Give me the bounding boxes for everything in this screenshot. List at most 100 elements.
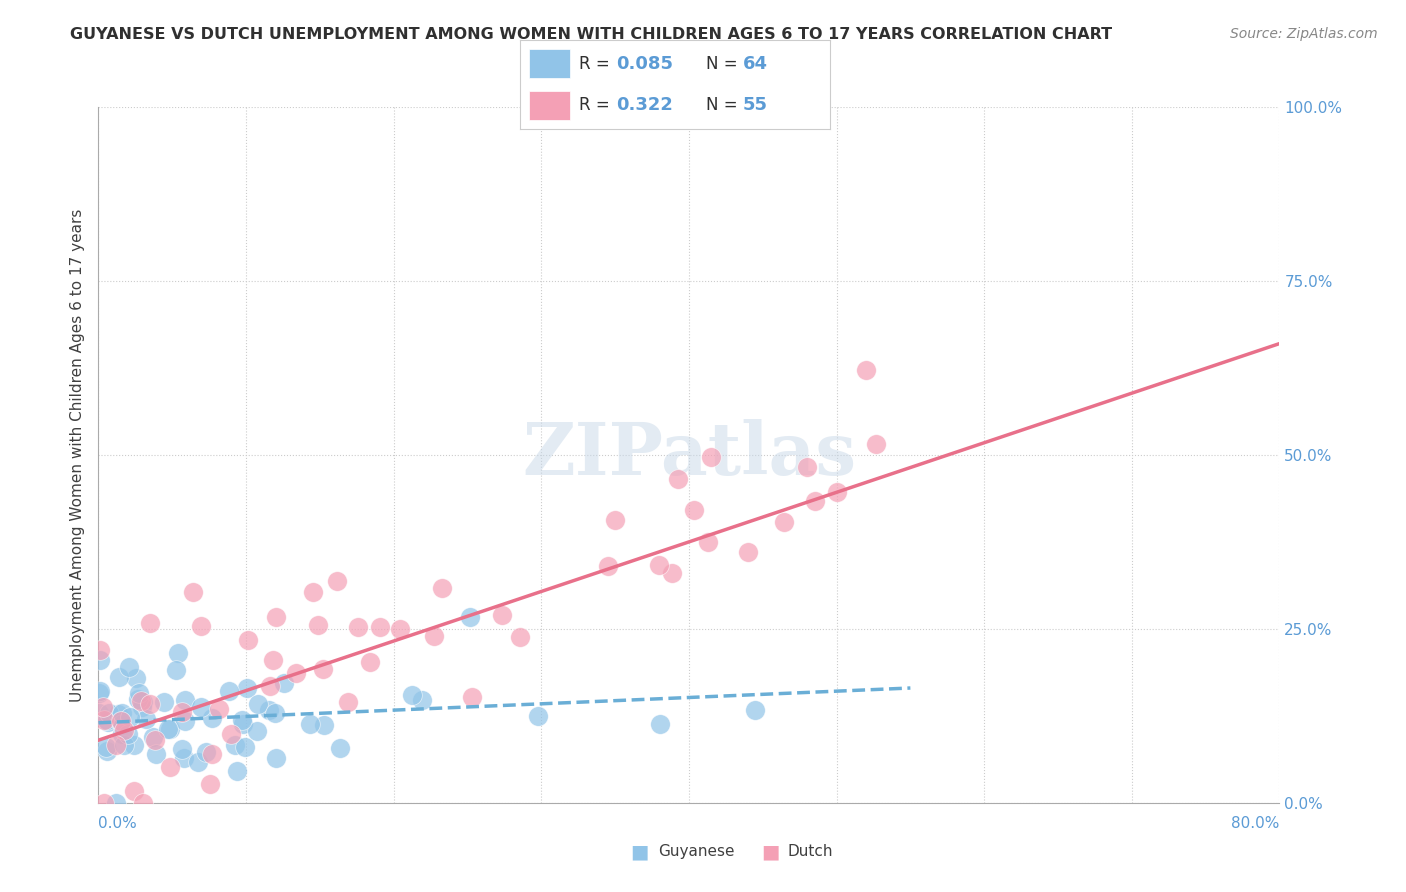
Point [167,646,190,660]
Point [110,714,132,729]
Point [172,705,194,719]
Point [105,796,128,810]
Point [105,739,128,753]
Point [700,450,723,464]
Point [804,493,827,508]
Point [111,716,134,731]
Point [89,706,111,720]
Point [461,690,484,704]
Point [132,796,155,810]
Point [264,609,287,624]
Point [139,616,162,631]
Point [110,714,132,728]
Point [337,695,360,709]
Point [855,363,877,377]
Point [359,655,381,669]
Point [491,607,513,622]
Point [648,716,671,731]
Point [423,629,446,643]
Text: ■: ■ [630,842,650,862]
Point [307,618,329,632]
Text: 0.322: 0.322 [616,96,673,114]
Text: 55: 55 [742,96,768,114]
Point [127,691,149,706]
Point [107,670,129,684]
Point [97,714,120,729]
Text: 80.0%: 80.0% [1232,816,1279,831]
Point [132,695,155,709]
Point [236,633,259,648]
Point [326,574,349,589]
Point [198,777,221,791]
Point [190,619,212,633]
Text: 0.0%: 0.0% [98,816,138,831]
Point [232,716,254,731]
Point [218,683,240,698]
Point [181,585,204,599]
Point [107,706,129,721]
Point [231,713,253,727]
Point [226,764,249,778]
Point [796,459,818,474]
Point [661,566,683,580]
Point [117,726,139,740]
Point [187,755,209,769]
Point [135,712,157,726]
Text: N =: N = [706,55,742,73]
Point [93,700,115,714]
Bar [530,49,569,78]
Point [131,700,153,714]
Point [207,701,229,715]
Point [138,697,160,711]
Text: Source: ZipAtlas.com: Source: ZipAtlas.com [1230,27,1378,41]
Y-axis label: Unemployment Among Women with Children Ages 6 to 17 years: Unemployment Among Women with Children A… [69,208,84,702]
Point [388,622,411,636]
Point [235,681,257,695]
Point [112,738,135,752]
Point [246,697,269,711]
Point [89,683,111,698]
Point [273,675,295,690]
Point [401,688,423,702]
Point [122,784,145,798]
Point [509,631,531,645]
Point [221,727,243,741]
Point [128,686,150,700]
Point [458,610,481,624]
Point [299,717,322,731]
Point [173,692,195,706]
Point [120,710,142,724]
Point [195,745,218,759]
Point [112,723,135,737]
Point [145,733,167,747]
Text: N =: N = [706,96,742,114]
Point [201,747,224,761]
Point [89,643,111,657]
Point [129,693,152,707]
Point [737,545,759,559]
Point [96,714,118,728]
Point [173,751,195,765]
Point [153,695,176,709]
Point [682,503,704,517]
Text: Dutch: Dutch [787,845,832,859]
Point [347,620,370,634]
Point [170,741,193,756]
Text: ■: ■ [761,842,780,862]
Point [233,740,256,755]
Point [93,796,115,810]
Point [200,711,222,725]
Point [285,665,308,680]
Point [165,663,187,677]
Point [526,709,548,723]
Point [648,558,671,572]
Point [257,703,280,717]
Text: R =: R = [579,96,614,114]
Point [159,722,181,736]
Point [111,727,134,741]
Point [173,714,195,728]
Text: 0.085: 0.085 [616,55,673,73]
Point [122,739,145,753]
Point [96,744,118,758]
Point [111,706,134,720]
